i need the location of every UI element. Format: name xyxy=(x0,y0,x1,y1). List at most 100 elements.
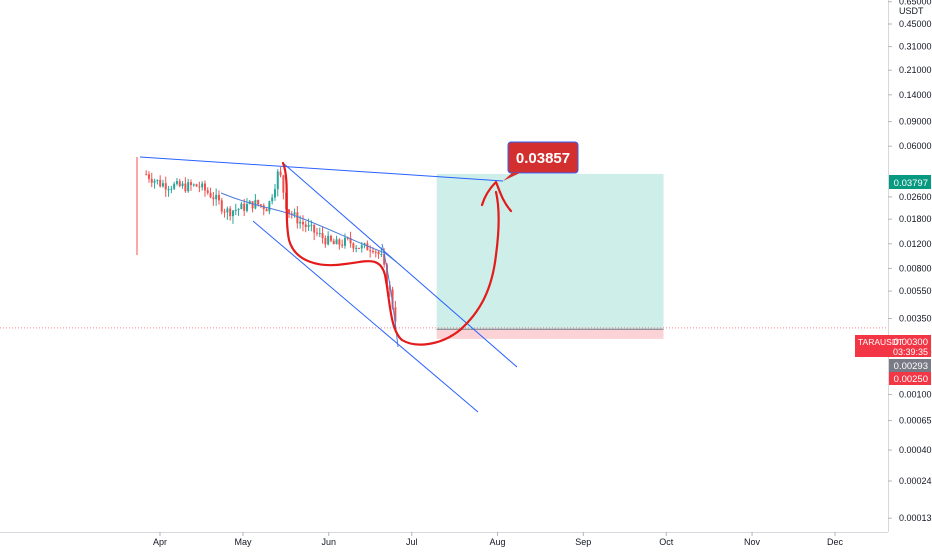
candle-body xyxy=(329,235,332,241)
candle-body xyxy=(273,189,276,198)
candle-body xyxy=(187,182,190,192)
candle-body xyxy=(251,201,254,209)
y-tick-label: 0.00024 xyxy=(899,476,932,486)
x-tick-label: Aug xyxy=(490,537,506,547)
candle-body xyxy=(175,181,178,184)
candle-body xyxy=(369,250,372,252)
candle-body xyxy=(231,210,234,217)
price-callout[interactable]: 0.03857 xyxy=(503,141,579,181)
candle-body xyxy=(377,251,380,255)
y-tick-label: 0.00065 xyxy=(899,416,932,426)
callout-box xyxy=(507,141,579,174)
x-tick-label: May xyxy=(234,537,252,547)
countdown-text: 03:39:35 xyxy=(893,347,928,357)
candle-body xyxy=(307,224,310,227)
loss-zone[interactable] xyxy=(436,329,664,339)
moving-average-line xyxy=(220,192,401,266)
candle-body xyxy=(145,174,148,176)
candle-body xyxy=(257,199,260,205)
candle-body xyxy=(245,204,248,211)
y-tick-label: 0.00013 xyxy=(899,513,932,523)
candle-body xyxy=(189,182,192,186)
callout-text: 0.03857 xyxy=(516,150,570,167)
profit-zone[interactable] xyxy=(436,173,664,330)
candle-body xyxy=(170,188,173,190)
y-tick-label: 0.65000 xyxy=(899,0,932,7)
candle-body xyxy=(346,237,349,239)
candle-body xyxy=(220,200,223,212)
candle-body xyxy=(360,245,363,249)
y-tick-label: 0.00100 xyxy=(899,389,932,399)
y-tick-label: 0.01200 xyxy=(899,239,932,249)
candle-body xyxy=(271,197,274,202)
candle-body xyxy=(206,190,209,193)
candle-body xyxy=(282,175,285,193)
target-tag-text: 0.03797 xyxy=(894,178,928,189)
candle-body xyxy=(394,307,397,322)
candle-body xyxy=(212,197,215,200)
candle-body xyxy=(293,212,296,215)
candles xyxy=(136,157,397,327)
currency-label: USDT xyxy=(899,6,924,16)
candle-body xyxy=(324,238,327,245)
candle-body xyxy=(173,183,176,189)
x-tick-label: Dec xyxy=(827,537,844,547)
candle-body xyxy=(383,253,386,265)
candle-body xyxy=(268,201,271,212)
candle-body xyxy=(234,209,237,211)
candle-body xyxy=(315,232,318,234)
callout-pointer xyxy=(503,173,520,181)
candle-body xyxy=(371,250,374,252)
candle-body xyxy=(150,178,153,183)
candle-body xyxy=(321,233,324,239)
candle-body xyxy=(178,181,181,187)
candle-body xyxy=(313,224,316,233)
x-tick-label: Sep xyxy=(575,537,591,547)
entry-tag-text: 0.00293 xyxy=(894,361,928,372)
candle-body xyxy=(327,235,330,245)
candle-body xyxy=(215,194,218,200)
candle-body xyxy=(201,183,204,188)
candle-body xyxy=(262,205,265,210)
candle-body xyxy=(380,253,383,255)
candle-body xyxy=(243,203,246,211)
candle-body xyxy=(184,183,187,192)
candle-body xyxy=(195,184,198,187)
candle-body xyxy=(349,237,352,244)
y-tick-label: 0.09000 xyxy=(899,117,932,127)
candle-body xyxy=(355,247,358,249)
trendlines[interactable] xyxy=(139,156,518,413)
candle-body xyxy=(223,211,226,213)
candle-body xyxy=(147,174,150,179)
hand-drawn-projection[interactable] xyxy=(281,161,513,346)
y-tick-label: 0.00800 xyxy=(899,263,932,273)
candle-body xyxy=(287,209,290,214)
y-tick-label: 0.01800 xyxy=(899,214,932,224)
candle-body xyxy=(391,289,394,308)
candle-body xyxy=(374,251,377,253)
candle-body xyxy=(301,221,304,225)
candle-body xyxy=(198,186,201,188)
candle-body xyxy=(161,183,164,187)
upper-trendline[interactable] xyxy=(139,156,504,182)
candle-body xyxy=(259,204,262,206)
candle-body xyxy=(310,224,313,226)
target-tag xyxy=(889,175,931,189)
x-tick-label: Apr xyxy=(153,537,167,547)
price-tags: 0.03797 TARAUSDT 0.00300 03:39:35 0.0029… xyxy=(855,175,931,385)
stop-tag xyxy=(889,372,931,385)
candle-body xyxy=(164,183,167,190)
y-tick-label: 0.45000 xyxy=(899,19,932,29)
x-tick-label: Jul xyxy=(406,537,418,547)
time-axis[interactable]: Apr May Jun Jul Aug Sep Oct Nov Dec xyxy=(153,532,844,547)
candle-body xyxy=(159,179,162,187)
channel-lower-line[interactable] xyxy=(252,220,479,413)
candle-body xyxy=(335,239,338,245)
candle-body xyxy=(229,208,232,217)
y-tick-label: 0.00040 xyxy=(899,445,932,455)
symbol-tag-text: TARAUSDT xyxy=(858,337,903,347)
y-tick-label: 0.02600 xyxy=(899,192,932,202)
candle-body xyxy=(226,208,229,213)
